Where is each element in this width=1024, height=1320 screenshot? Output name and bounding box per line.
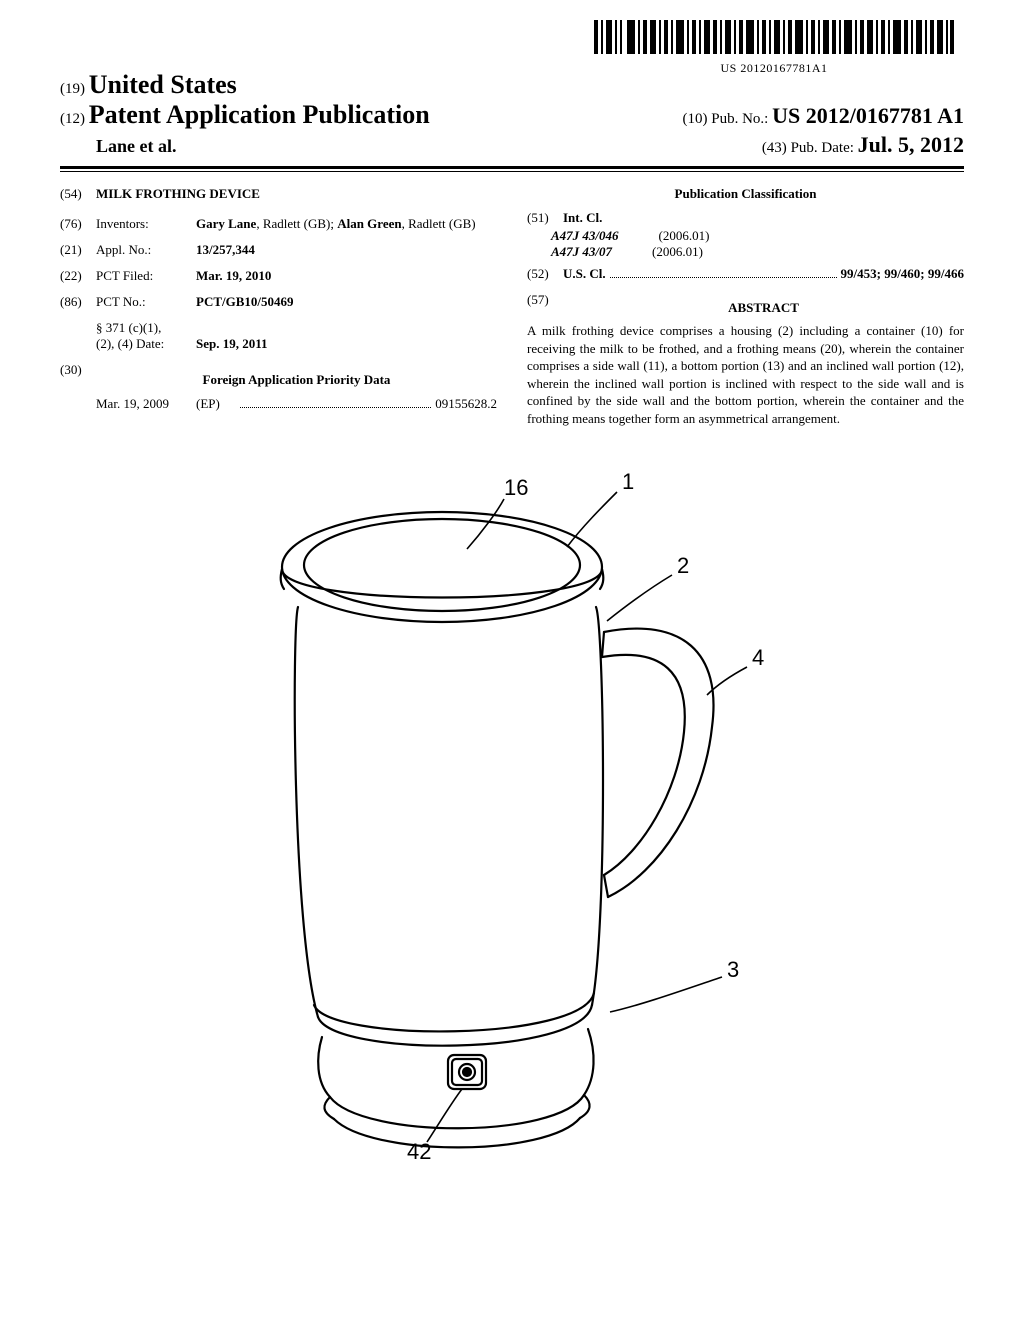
field-43: (43) [762, 140, 787, 156]
header-rule-thick [60, 166, 964, 169]
intcl-code-2: A47J 43/07 [551, 244, 612, 260]
pct-number: PCT/GB10/50469 [196, 294, 497, 310]
foreign-priority-heading: Foreign Application Priority Data [96, 372, 497, 388]
inventor-1-loc: , Radlett (GB); [256, 216, 337, 231]
pub-no-line: (10) Pub. No.: US 2012/0167781 A1 [682, 103, 964, 129]
authors: Lane et al. [60, 136, 177, 157]
dot-leader [240, 392, 431, 408]
pub-date: Jul. 5, 2012 [858, 132, 964, 157]
appl-number: 13/257,344 [196, 242, 497, 258]
ref-1: 1 [622, 469, 634, 494]
pub-date-line: (43) Pub. Date: Jul. 5, 2012 [762, 132, 964, 158]
foreign-cc: (EP) [196, 396, 236, 412]
right-column: Publication Classification (51) Int. Cl.… [527, 186, 964, 427]
field-57: (57) [527, 292, 563, 322]
pctfiled-label: PCT Filed: [96, 268, 196, 284]
pctno-label: PCT No.: [96, 294, 196, 310]
field-10: (10) [682, 111, 707, 127]
field-76: (76) [60, 216, 96, 232]
s371-label: § 371 (c)(1), (2), (4) Date: [96, 320, 196, 352]
ref-2: 2 [677, 553, 689, 578]
frother-drawing: 16 1 2 4 3 42 [212, 457, 812, 1177]
barcode-block: US 20120167781A1 [584, 20, 964, 76]
inventor-2-loc: , Radlett (GB) [402, 216, 476, 231]
patent-figure: 16 1 2 4 3 42 [60, 457, 964, 1182]
classification-heading: Publication Classification [527, 186, 964, 202]
pub-type-line: (12) Patent Application Publication [60, 100, 430, 130]
inventors-value: Gary Lane, Radlett (GB); Alan Green, Rad… [196, 216, 497, 232]
ref-3: 3 [727, 957, 739, 982]
invention-title: MILK FROTHING DEVICE [96, 186, 260, 202]
pubno-label: Pub. No.: [711, 111, 768, 127]
publication-type: Patent Application Publication [89, 100, 430, 129]
foreign-date: Mar. 19, 2009 [96, 396, 196, 412]
left-column: (54) MILK FROTHING DEVICE (76) Inventors… [60, 186, 497, 427]
inventor-1-name: Gary Lane [196, 216, 256, 231]
field-86-sub-blank [60, 320, 96, 352]
inventor-2-name: Alan Green [337, 216, 401, 231]
header-rule-thin [60, 171, 964, 172]
foreign-appno: 09155628.2 [435, 396, 497, 412]
country-name: United States [89, 70, 237, 99]
field-52: (52) [527, 266, 563, 282]
field-51: (51) [527, 210, 563, 226]
field-12: (12) [60, 111, 85, 127]
barcode-text: US 20120167781A1 [584, 61, 964, 76]
ref-42: 42 [407, 1139, 431, 1164]
uscl-primary: 99/453; 99/460; 99/466 [841, 266, 965, 281]
field-21: (21) [60, 242, 96, 258]
inventors-label: Inventors: [96, 216, 196, 232]
field-86: (86) [60, 294, 96, 310]
barcode-icon [594, 20, 954, 54]
s371-date: Sep. 19, 2011 [196, 336, 497, 352]
abstract-heading: ABSTRACT [563, 300, 964, 316]
intcl-row-2: A47J 43/07 (2006.01) [527, 244, 964, 260]
field-22: (22) [60, 268, 96, 284]
abstract-text: A milk frothing device comprises a housi… [527, 322, 964, 427]
pub-number: US 2012/0167781 A1 [772, 103, 964, 128]
dot-leader-uscl [610, 262, 837, 278]
field-19: (19) [60, 81, 85, 97]
intcl-ver-2: (2006.01) [652, 244, 703, 260]
field-30: (30) [60, 362, 96, 396]
uscl-value: 99/453; 99/460; 99/466 [841, 266, 965, 282]
ref-16: 16 [504, 475, 528, 500]
intcl-row-1: A47J 43/046 (2006.01) [527, 228, 964, 244]
ref-4: 4 [752, 645, 764, 670]
intcl-ver-1: (2006.01) [659, 228, 710, 244]
applno-label: Appl. No.: [96, 242, 196, 258]
intcl-code-1: A47J 43/046 [551, 228, 619, 244]
pct-filed-date: Mar. 19, 2010 [196, 268, 497, 284]
intcl-label: Int. Cl. [563, 210, 602, 226]
uscl-label: U.S. Cl. [563, 266, 606, 282]
field-54: (54) [60, 186, 96, 202]
pubdate-label: Pub. Date: [791, 140, 854, 156]
